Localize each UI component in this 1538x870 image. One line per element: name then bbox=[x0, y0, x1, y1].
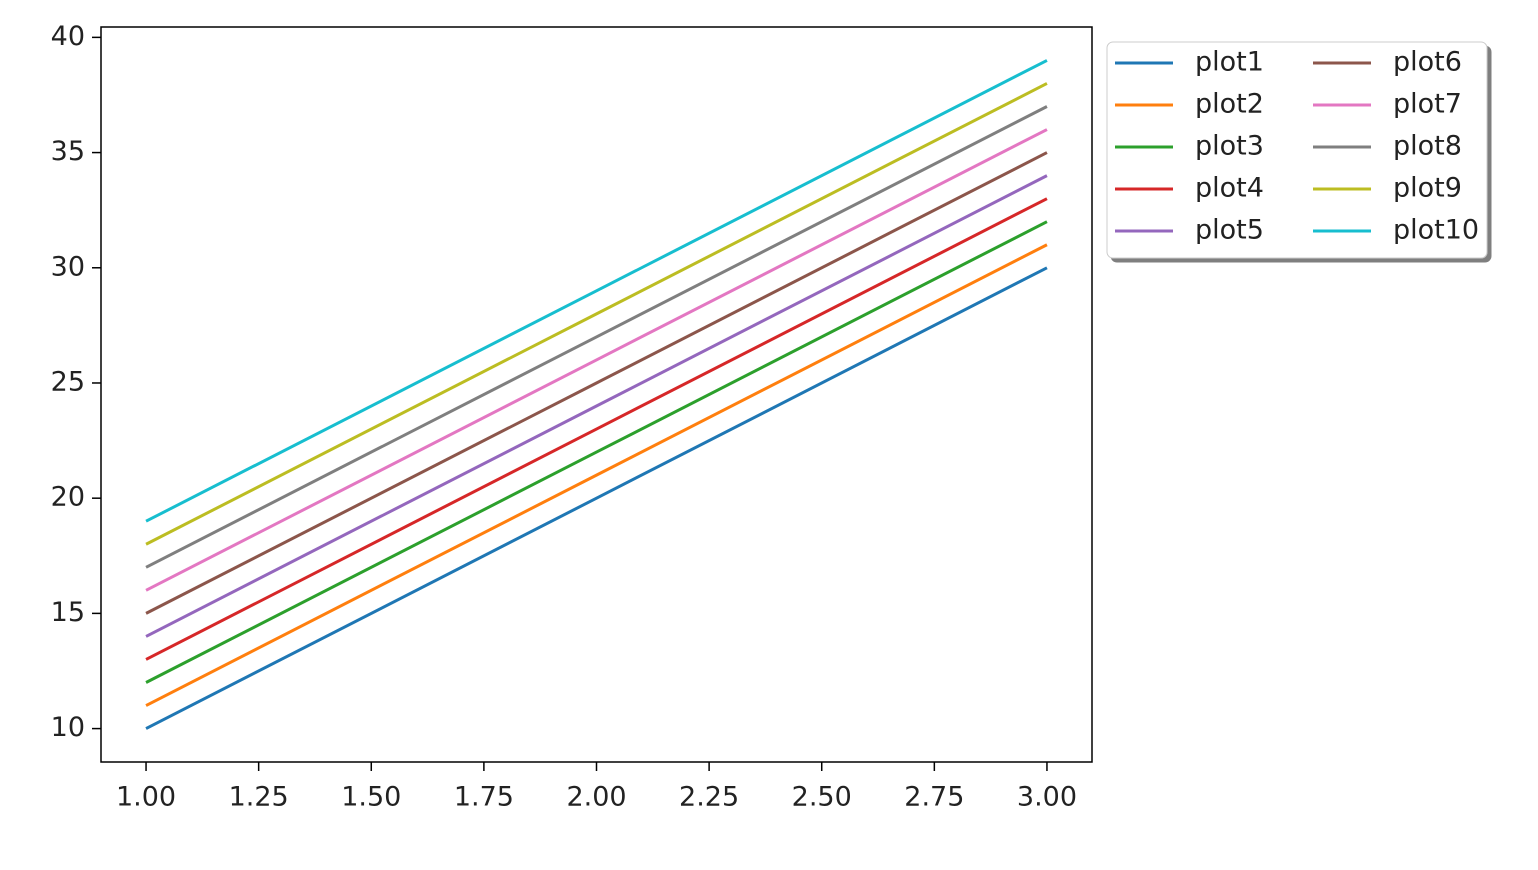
y-tick-label: 40 bbox=[51, 21, 85, 52]
legend: plot1 plot2 plot3 plot4 plot5 plot6 plot7 plot8… bbox=[1106, 41, 1488, 259]
x-tick-label: 1.50 bbox=[341, 782, 401, 813]
x-tick-label: 2.25 bbox=[679, 782, 739, 813]
line-series bbox=[145, 243, 1048, 707]
line-series bbox=[145, 59, 1048, 523]
line-series bbox=[145, 151, 1048, 615]
line-series bbox=[145, 197, 1048, 661]
line-series bbox=[145, 174, 1048, 638]
y-tick-label: 25 bbox=[51, 366, 85, 397]
legend-label: plot3 bbox=[1195, 131, 1264, 162]
plot-frame bbox=[100, 26, 1093, 763]
legend-label: plot2 bbox=[1195, 89, 1264, 120]
legend-box bbox=[1106, 41, 1488, 259]
y-tick-label: 10 bbox=[51, 712, 85, 743]
x-tick-label: 1.25 bbox=[229, 782, 289, 813]
legend-label: plot10 bbox=[1393, 215, 1479, 246]
legend-label: plot7 bbox=[1393, 89, 1462, 120]
legend-label: plot9 bbox=[1393, 173, 1462, 204]
y-tick-label: 15 bbox=[51, 597, 85, 628]
legend-label: plot6 bbox=[1393, 47, 1462, 78]
legend-label: plot8 bbox=[1393, 131, 1462, 162]
line-series bbox=[145, 128, 1048, 592]
x-tick-label: 1.75 bbox=[454, 782, 514, 813]
line-series bbox=[145, 105, 1048, 569]
y-tick-label: 35 bbox=[51, 136, 85, 167]
y-tick-label: 30 bbox=[51, 251, 85, 282]
x-tick-label: 1.00 bbox=[116, 782, 176, 813]
line-series bbox=[145, 82, 1048, 546]
line-series bbox=[145, 220, 1048, 684]
line-series bbox=[145, 266, 1048, 730]
x-tick-label: 2.75 bbox=[904, 782, 964, 813]
y-tick-label: 20 bbox=[51, 482, 85, 513]
legend-label: plot4 bbox=[1195, 173, 1264, 204]
legend-label: plot1 bbox=[1195, 47, 1264, 78]
x-tick-label: 3.00 bbox=[1017, 782, 1077, 813]
x-tick-label: 2.50 bbox=[792, 782, 852, 813]
x-tick-label: 2.00 bbox=[566, 782, 626, 813]
legend-label: plot5 bbox=[1195, 215, 1264, 246]
